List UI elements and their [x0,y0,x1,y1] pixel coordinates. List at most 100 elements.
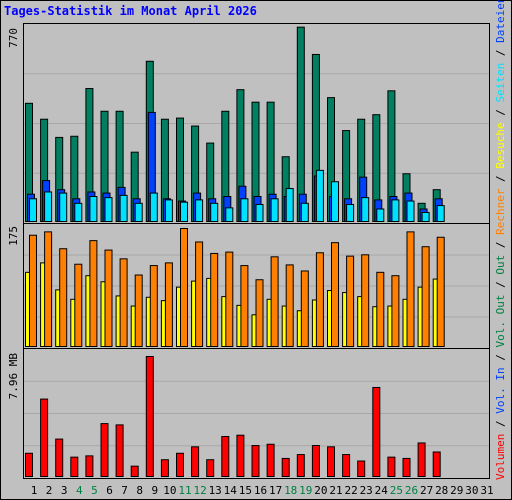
volumen-bar [281,457,290,478]
legend-separator: / [494,43,507,63]
seiten-bar [240,198,249,222]
volumen-bar [251,445,260,477]
x-tick-label: 24 [375,484,389,497]
seiten-bar [331,181,339,223]
volumen-bar [236,434,245,478]
volumen-bar [372,386,381,477]
volumen-bar [25,452,33,478]
bottom-ymax-label: 7.96 MB [7,353,20,400]
volumen-bar [55,438,64,478]
rechner-bar [180,228,188,347]
legend-separator: / [494,348,507,368]
seiten-bar [346,203,355,222]
x-tick-label: 19 [299,484,312,497]
seiten-bar [406,200,415,223]
seiten-bar [315,169,324,222]
volumen-bar [130,465,139,478]
volumen-bar [266,443,275,478]
x-tick-label: 29 [450,484,463,497]
x-tick-label: 18 [284,484,297,497]
x-tick-label: 28 [435,484,448,497]
x-tick-label: 20 [314,484,327,497]
x-tick-label: 3 [61,484,68,497]
x-tick-label: 21 [329,484,342,497]
volumen-bar [160,459,169,477]
volumen-bar [357,460,366,478]
seiten-bar [29,198,37,222]
rechner-bar [391,275,400,348]
rechner-bar [361,254,370,348]
seiten-bar [195,199,204,222]
legend-separator: / [494,275,507,295]
rechner-bar [89,240,98,347]
seiten-bar [255,203,264,222]
seiten-bar [436,205,445,223]
volumen-bar [206,459,215,477]
legend-item: Dateien [494,0,507,43]
legend-item: Out [494,255,507,275]
x-tick-label: 1 [31,484,38,497]
volumen-bar [327,446,335,477]
legend-separator: / [494,102,507,122]
legend-item: Rechner [494,188,507,235]
x-tick-label: 22 [344,484,357,497]
x-tick-label: 17 [269,484,282,497]
x-tick-label: 26 [405,484,418,497]
x-tick-label: 2 [46,484,53,497]
x-tick-label: 8 [136,484,143,497]
rechner-bar [285,264,294,348]
x-tick-label: 15 [239,484,252,497]
x-tick-label: 12 [193,484,206,497]
rechner-bar [74,263,83,348]
volumen-bar [387,456,396,478]
volumen-bar [145,356,154,477]
seiten-bar [119,194,128,222]
seiten-bar [361,197,370,223]
rechner-bar [29,234,37,347]
anfragen-bar [296,26,305,222]
seiten-bar [89,196,98,222]
volumen-bar [296,454,305,477]
rechner-bar [421,246,430,348]
seiten-bar [104,197,113,223]
volumen-bar [402,457,411,478]
rechner-bar [331,242,339,347]
rechner-bar [195,241,204,347]
x-tick-label: 27 [420,484,433,497]
seiten-bar [164,199,173,222]
legend-item: Vol. Out [494,295,507,348]
seiten-bar [270,198,279,222]
rechner-bar [270,256,279,348]
volumen-bar [100,423,109,477]
volumen-bar [311,445,320,477]
legend-separator: / [494,414,507,434]
x-tick-label: 23 [360,484,373,497]
seiten-bar [300,202,309,222]
rechner-bar [436,236,445,347]
volumen-bar [85,455,94,477]
x-tick-label: 25 [390,484,403,497]
seiten-bar [421,211,430,222]
seiten-bar [225,207,234,222]
x-axis-labels: 1 2 3 4 5 6 7 8 9 10 11 12 13 14 15 16 17 18 19 20 21 22 23 24 2… [31,484,494,497]
volumen-bar [40,398,49,478]
volumen-bar [342,454,351,477]
seiten-bar [44,191,53,222]
seiten-bar [210,202,219,222]
x-tick-label: 6 [106,484,113,497]
volumen-bar [221,436,230,477]
rechner-bar [240,265,249,348]
chart-title: Tages-Statistik im Monat April 2026 [4,4,257,18]
volumen-bar [191,446,200,477]
seiten-bar [134,202,143,222]
volumen-bar [115,424,124,477]
rechner-bar [104,249,113,348]
chart-bars [25,26,445,478]
rechner-bar [149,265,158,348]
seiten-bar [180,201,188,223]
legend-separator: / [494,169,507,189]
rechner-bar [119,258,128,348]
x-tick-label: 16 [254,484,267,497]
rechner-bar [134,274,143,348]
rechner-bar [255,279,264,348]
